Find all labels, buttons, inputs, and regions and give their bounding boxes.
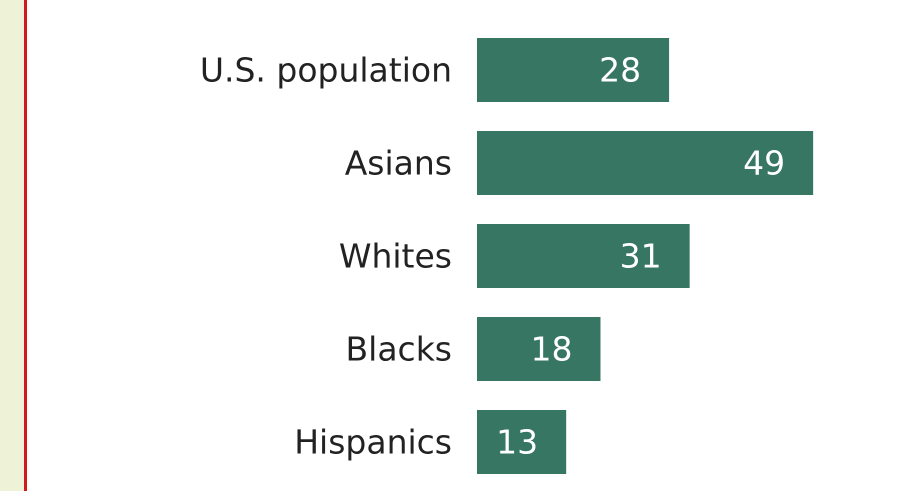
category-label-u-s-population: U.S. population [200, 51, 452, 90]
bar-u-s-population [477, 38, 670, 102]
left-divider-rule [24, 0, 27, 491]
bar-blacks [477, 317, 601, 381]
bar-hispanics [477, 410, 567, 474]
category-label-asians: Asians [345, 144, 452, 183]
left-panel-strip [0, 0, 24, 491]
value-label-blacks: 18 [530, 330, 572, 369]
bar-asians [477, 131, 814, 195]
bar-group: U.S. population 28 Asians 49 Whites 31 Blacks 1… [200, 38, 814, 474]
category-label-blacks: Blacks [346, 330, 452, 369]
value-label-hispanics: 13 [496, 423, 538, 462]
category-label-hispanics: Hispanics [294, 423, 452, 462]
value-label-u-s-population: 28 [599, 51, 641, 90]
bar-whites [477, 224, 690, 288]
value-label-whites: 31 [620, 237, 662, 276]
value-label-asians: 49 [743, 144, 785, 183]
category-label-whites: Whites [339, 237, 452, 276]
